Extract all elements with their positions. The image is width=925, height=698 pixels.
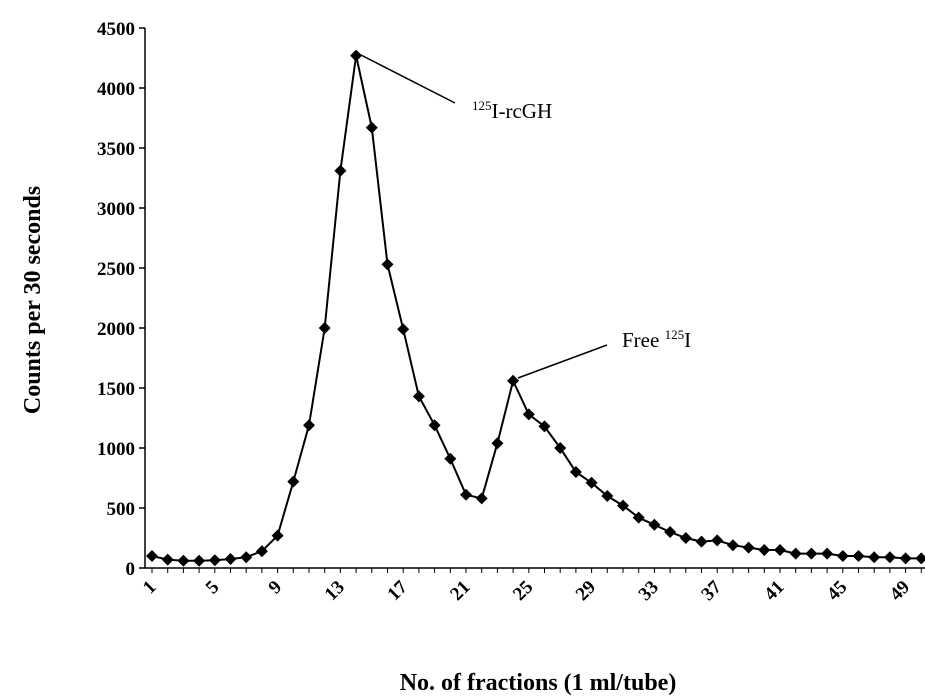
annotation: Free 125I — [622, 327, 691, 352]
x-tick-label: 29 — [572, 577, 600, 605]
marker — [648, 518, 661, 531]
marker — [664, 526, 677, 538]
y-tick-label: 1500 — [97, 379, 135, 400]
marker — [271, 529, 284, 542]
marker — [397, 323, 410, 336]
annotation-text: I-rcGH — [492, 99, 553, 123]
x-tick-label: 49 — [886, 577, 914, 605]
marker — [883, 551, 896, 564]
marker — [507, 374, 520, 387]
annotation-superscript: 125 — [665, 327, 685, 342]
marker — [852, 550, 865, 562]
marker — [836, 550, 849, 562]
x-tick-label: 5 — [202, 577, 224, 599]
marker — [569, 466, 582, 478]
x-tick-label: 17 — [383, 576, 412, 605]
y-tick-label: 3000 — [97, 199, 135, 220]
marker — [365, 121, 378, 134]
y-tick-label: 1000 — [97, 439, 135, 460]
marker — [475, 492, 488, 505]
marker — [193, 554, 206, 567]
marker — [255, 545, 268, 558]
annotation: 125I-rcGH — [472, 98, 552, 123]
marker — [695, 535, 708, 548]
line — [151, 55, 922, 562]
marker — [522, 408, 535, 421]
marker — [868, 551, 881, 564]
x-tick-label: 13 — [321, 577, 349, 605]
marker — [177, 554, 190, 567]
marker — [899, 552, 912, 565]
marker — [444, 452, 457, 465]
marker — [789, 547, 802, 560]
marker — [711, 534, 724, 547]
marker — [146, 550, 158, 562]
x-axis-label: No. of fractions (1 ml/tube) — [400, 670, 677, 696]
x-tick-label: 41 — [760, 577, 788, 605]
marker — [821, 547, 834, 560]
marker — [915, 552, 925, 565]
y-tick-label: 4000 — [97, 79, 135, 100]
marker — [538, 420, 551, 433]
marker — [208, 554, 221, 567]
marker — [758, 544, 771, 556]
marker — [601, 490, 614, 502]
annotation-superscript: 125 — [472, 98, 492, 113]
marker — [726, 539, 739, 552]
marker — [161, 553, 174, 566]
marker — [224, 553, 237, 565]
annotation-line — [517, 344, 608, 379]
marker — [460, 488, 472, 501]
marker — [679, 532, 692, 544]
y-tick-label: 3500 — [97, 139, 135, 160]
x-tick-label: 37 — [697, 576, 726, 605]
y-tick-label: 500 — [107, 499, 136, 520]
y-tick-label: 2500 — [97, 259, 135, 280]
marker — [412, 390, 425, 403]
y-tick-label: 2000 — [97, 319, 135, 340]
y-axis-label: Counts per 30 seconds — [20, 186, 46, 414]
x-tick-label: 9 — [265, 577, 287, 599]
marker — [318, 322, 331, 334]
marker — [554, 442, 567, 454]
x-tick-label: 45 — [823, 577, 851, 605]
marker — [491, 437, 504, 450]
annotation-line — [358, 53, 456, 104]
annotation-prefix: Free — [622, 328, 665, 352]
marker — [774, 544, 786, 556]
annotation-text: I — [684, 328, 691, 352]
marker — [742, 541, 755, 554]
x-tick-label: 33 — [635, 577, 663, 605]
marker — [350, 49, 363, 62]
marker — [428, 419, 441, 432]
marker — [805, 547, 818, 560]
marker — [617, 499, 629, 512]
marker — [585, 476, 598, 489]
marker — [334, 164, 347, 177]
marker — [632, 511, 645, 524]
y-tick-label: 0 — [126, 559, 136, 580]
marker — [303, 419, 315, 432]
x-tick-label: 1 — [139, 577, 161, 599]
x-tick-label: 25 — [509, 577, 537, 605]
marker — [381, 258, 394, 271]
marker — [287, 475, 300, 488]
marker — [240, 551, 253, 564]
x-tick-label: 21 — [446, 577, 474, 605]
y-tick-label: 4500 — [97, 19, 135, 40]
